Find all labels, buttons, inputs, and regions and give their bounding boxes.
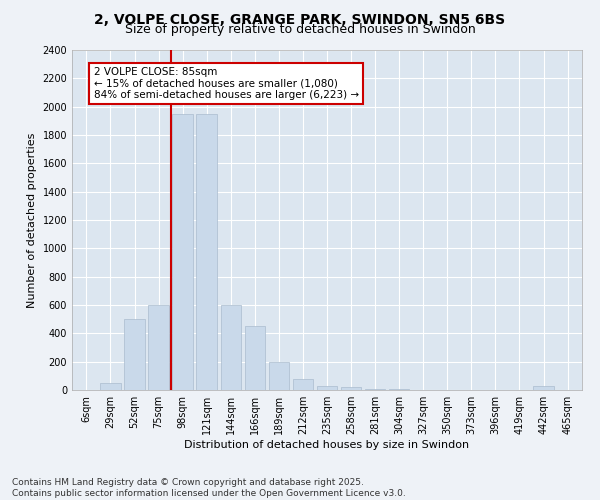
X-axis label: Distribution of detached houses by size in Swindon: Distribution of detached houses by size … <box>184 440 470 450</box>
Bar <box>245 326 265 390</box>
Bar <box>148 305 169 390</box>
Text: Contains HM Land Registry data © Crown copyright and database right 2025.
Contai: Contains HM Land Registry data © Crown c… <box>12 478 406 498</box>
Bar <box>317 386 337 390</box>
Bar <box>365 388 385 390</box>
Bar <box>196 114 217 390</box>
Bar <box>341 387 361 390</box>
Bar <box>221 305 241 390</box>
Text: Size of property relative to detached houses in Swindon: Size of property relative to detached ho… <box>125 22 475 36</box>
Text: 2 VOLPE CLOSE: 85sqm
← 15% of detached houses are smaller (1,080)
84% of semi-de: 2 VOLPE CLOSE: 85sqm ← 15% of detached h… <box>94 67 359 100</box>
Bar <box>269 362 289 390</box>
Bar <box>293 378 313 390</box>
Bar <box>100 383 121 390</box>
Bar <box>172 114 193 390</box>
Text: 2, VOLPE CLOSE, GRANGE PARK, SWINDON, SN5 6BS: 2, VOLPE CLOSE, GRANGE PARK, SWINDON, SN… <box>94 12 506 26</box>
Bar <box>124 319 145 390</box>
Y-axis label: Number of detached properties: Number of detached properties <box>27 132 37 308</box>
Bar <box>533 386 554 390</box>
